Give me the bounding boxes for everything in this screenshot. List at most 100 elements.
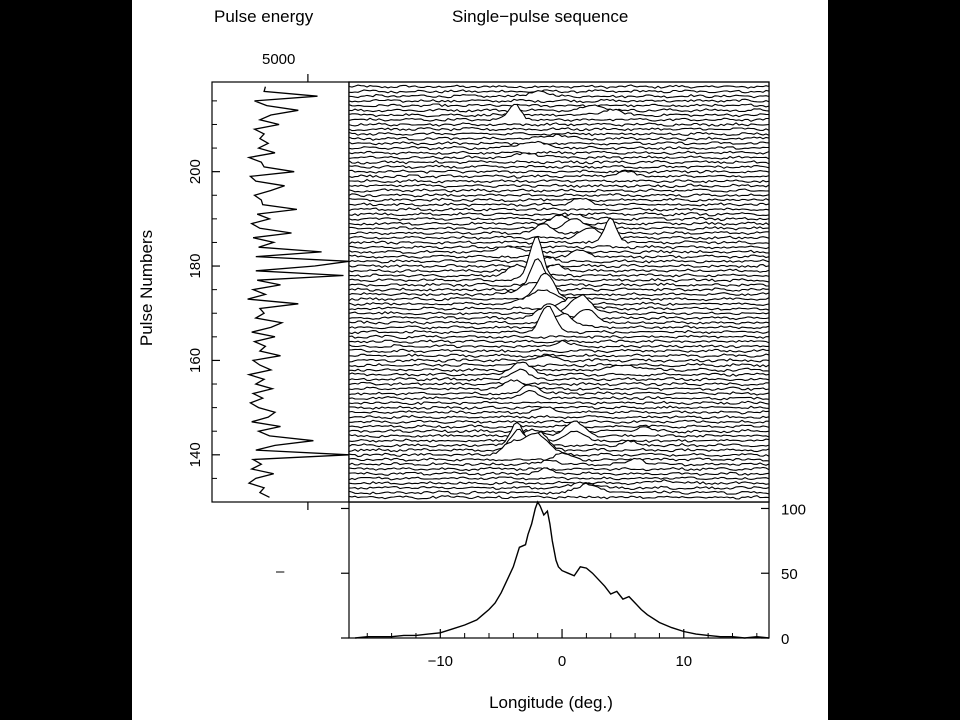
pulse-trace-173 bbox=[349, 272, 769, 302]
pulse-trace-183 bbox=[349, 245, 769, 254]
profile-series-line bbox=[355, 500, 770, 639]
pulse-trace-164 bbox=[349, 339, 769, 344]
pulse-trace-203 bbox=[349, 152, 769, 160]
pulse-trace-209 bbox=[349, 126, 769, 132]
pulse-trace-182 bbox=[349, 249, 769, 259]
pulse-trace-fill-188 bbox=[349, 218, 769, 235]
profile-xtick-label: 0 bbox=[558, 653, 566, 670]
pulse-trace-188 bbox=[349, 218, 769, 231]
pulse-trace-fill-139 bbox=[349, 452, 769, 466]
pulse-trace-145 bbox=[349, 426, 769, 434]
pulse-trace-152 bbox=[349, 389, 769, 401]
pulse-trace-177 bbox=[349, 236, 769, 283]
pulse-trace-200 bbox=[349, 169, 769, 174]
pulse-trace-154 bbox=[349, 379, 769, 392]
pulse-trace-fill-182 bbox=[349, 249, 769, 263]
pulse-trace-140 bbox=[349, 432, 769, 458]
energy-series-line bbox=[246, 86, 350, 498]
pulse-trace-148 bbox=[349, 414, 769, 420]
pulse-trace-161 bbox=[349, 353, 769, 358]
pulse-trace-135 bbox=[349, 476, 769, 481]
pulse-trace-132 bbox=[349, 482, 769, 495]
profile-dash-mark: – bbox=[276, 563, 285, 580]
pulse-trace-fill-166 bbox=[349, 306, 769, 339]
energy-title: Pulse energy bbox=[214, 7, 314, 26]
energy-ytick-label-140: 140 bbox=[187, 442, 204, 467]
pulse-trace-fill-148 bbox=[349, 415, 769, 424]
x-axis-title: Longitude (deg.) bbox=[489, 693, 613, 712]
pulse-trace-214 bbox=[349, 103, 769, 108]
pulse-trace-141 bbox=[349, 428, 769, 453]
pulse-trace-144 bbox=[349, 420, 769, 438]
pulse-trace-216 bbox=[349, 90, 769, 99]
pulse-trace-fill-183 bbox=[349, 246, 769, 258]
pulse-trace-fill-156 bbox=[349, 369, 769, 386]
sequence-panel bbox=[348, 81, 770, 503]
pulse-trace-138 bbox=[349, 457, 769, 467]
pulse-trace-fill-186 bbox=[349, 227, 769, 244]
pulse-trace-166 bbox=[349, 305, 769, 335]
pulse-trace-149 bbox=[349, 406, 769, 415]
pulse-trace-172 bbox=[349, 289, 769, 306]
pulse-trace-fill-138 bbox=[349, 458, 769, 471]
pulse-trace-187 bbox=[349, 223, 769, 236]
energy-frame bbox=[211, 81, 350, 503]
pulse-trace-155 bbox=[349, 381, 769, 387]
profile-ytick-label: 100 bbox=[781, 501, 806, 518]
pulse-trace-178 bbox=[349, 263, 769, 278]
profile-ytick-label: 0 bbox=[781, 631, 789, 648]
pulsar-figure: Pulse energy Single−pulse sequence 5000 … bbox=[132, 0, 828, 720]
pulse-trace-fill-218 bbox=[349, 85, 769, 93]
energy-ytick-label-180: 180 bbox=[187, 254, 204, 279]
sequence-title: Single−pulse sequence bbox=[452, 7, 628, 26]
pulse-trace-142 bbox=[349, 421, 769, 448]
pulse-trace-fill-169 bbox=[349, 303, 769, 324]
pulse-trace-159 bbox=[349, 363, 769, 368]
pulse-trace-207 bbox=[349, 133, 769, 141]
pulse-trace-146 bbox=[349, 424, 769, 429]
pulse-trace-151 bbox=[349, 400, 769, 406]
pulse-trace-fill-143 bbox=[349, 431, 769, 447]
pulse-trace-191 bbox=[349, 211, 769, 217]
pulse-trace-179 bbox=[349, 263, 769, 273]
pulse-trace-206 bbox=[349, 141, 769, 146]
pulse-trace-fill-174 bbox=[349, 282, 769, 301]
pulse-trace-167 bbox=[349, 312, 769, 330]
sequence-traces bbox=[349, 84, 769, 502]
pulse-trace-218 bbox=[349, 84, 769, 90]
pulse-trace-fill-132 bbox=[349, 483, 769, 499]
energy-panel: 140 160 180 200 bbox=[187, 74, 350, 510]
pulse-trace-fill-160 bbox=[349, 355, 769, 367]
pulse-trace-205 bbox=[349, 140, 769, 151]
pulse-trace-212 bbox=[349, 108, 769, 118]
profile-frame bbox=[348, 501, 770, 639]
pulse-trace-196 bbox=[349, 188, 769, 193]
pulse-trace-131 bbox=[349, 495, 769, 500]
pulse-trace-185 bbox=[349, 217, 769, 245]
pulse-trace-175 bbox=[349, 258, 769, 292]
pulse-trace-147 bbox=[349, 419, 769, 424]
pulse-trace-193 bbox=[349, 197, 769, 207]
pulse-trace-137 bbox=[349, 466, 769, 472]
pulse-trace-fill-187 bbox=[349, 223, 769, 240]
pulse-trace-198 bbox=[349, 178, 769, 184]
pulse-trace-fill-185 bbox=[349, 217, 769, 249]
pulse-trace-195 bbox=[349, 193, 769, 198]
pulse-trace-fill-216 bbox=[349, 90, 769, 103]
pulse-trace-184 bbox=[349, 244, 769, 250]
pulse-trace-211 bbox=[349, 103, 769, 122]
pulse-trace-fill-193 bbox=[349, 198, 769, 211]
pulse-trace-fill-199 bbox=[349, 170, 769, 183]
pulse-trace-fill-175 bbox=[349, 258, 769, 296]
pulse-trace-133 bbox=[349, 481, 769, 490]
pulse-trace-210 bbox=[349, 122, 769, 127]
pulse-trace-160 bbox=[349, 354, 769, 363]
energy-ytick-label-200: 200 bbox=[187, 159, 204, 184]
pulse-trace-199 bbox=[349, 170, 769, 179]
pulse-trace-136 bbox=[349, 467, 769, 476]
pulse-trace-162 bbox=[349, 348, 769, 354]
profile-xtick-label: −10 bbox=[428, 653, 453, 670]
pulse-trace-213 bbox=[349, 104, 769, 113]
energy-tick-label: 5000 bbox=[262, 51, 295, 68]
